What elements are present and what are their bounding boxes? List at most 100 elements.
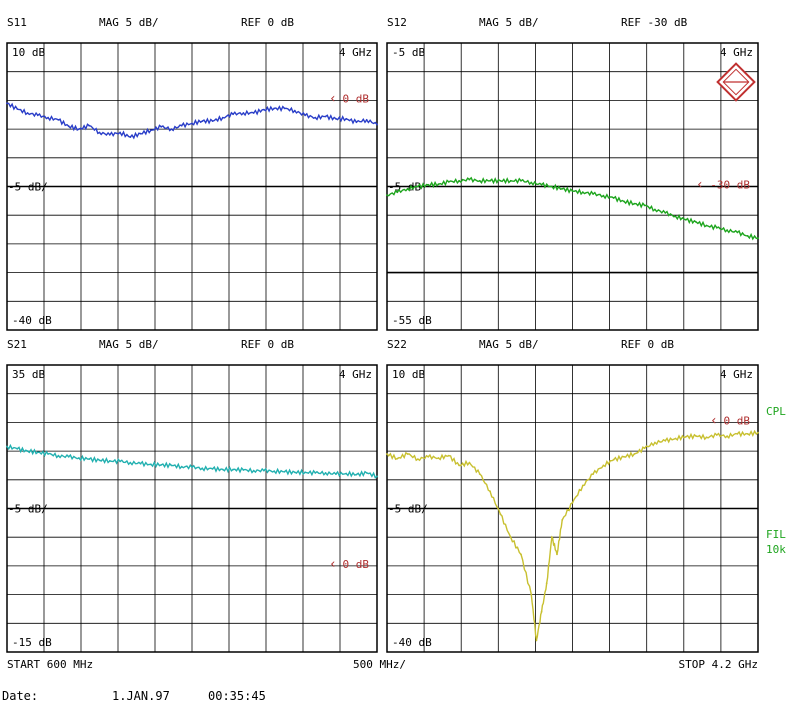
data-point — [458, 179, 460, 182]
ref-label: REF -30 dB — [621, 16, 688, 29]
data-point — [273, 107, 276, 110]
data-point — [612, 458, 615, 461]
data-point — [150, 463, 152, 466]
data-point — [757, 431, 759, 434]
data-point — [674, 437, 677, 440]
data-point — [396, 191, 399, 194]
data-point — [427, 183, 430, 186]
data-point — [386, 453, 388, 455]
ref-marker: ‹ 0 dB — [329, 91, 369, 106]
data-point — [108, 133, 111, 136]
ref-marker: ‹ 0 dB — [710, 413, 750, 428]
data-point — [478, 179, 481, 182]
freq-label: 4 GHz — [339, 46, 372, 59]
data-point — [654, 208, 656, 211]
data-point — [221, 468, 224, 471]
footer-start: START 600 MHz — [7, 658, 93, 671]
data-point — [396, 457, 399, 460]
data-point — [119, 460, 121, 463]
data-point — [273, 470, 276, 473]
data-point — [468, 461, 471, 464]
data-point — [232, 468, 235, 471]
data-point — [252, 112, 255, 114]
data-point — [263, 469, 265, 472]
ref-marker: ‹ 0 dB — [329, 557, 369, 572]
ref-marker-arrow: ‹ — [329, 557, 337, 572]
data-point — [314, 116, 317, 119]
data-point — [57, 119, 60, 121]
data-point — [736, 231, 739, 234]
data-point — [150, 129, 152, 132]
data-point — [437, 457, 440, 459]
data-point — [88, 458, 91, 460]
param-label: S12 — [387, 16, 407, 29]
data-point — [57, 454, 60, 457]
data-point — [746, 235, 749, 237]
data-point — [119, 131, 121, 134]
data-point — [170, 464, 173, 467]
data-point — [324, 115, 327, 118]
cpl-label: CPL — [766, 405, 786, 418]
data-point — [447, 454, 450, 457]
data-point — [232, 113, 235, 116]
data-point — [715, 226, 718, 229]
data-point — [406, 453, 409, 455]
data-point — [509, 536, 512, 539]
data-point — [242, 469, 245, 471]
data-point — [191, 122, 193, 125]
data-point — [623, 200, 625, 203]
data-point — [252, 469, 255, 472]
data-point — [746, 433, 749, 435]
data-point — [376, 475, 378, 478]
time-value: 00:35:45 — [208, 689, 266, 703]
data-point — [726, 229, 728, 232]
data-point — [417, 185, 419, 188]
data-point — [129, 136, 132, 139]
data-point — [365, 472, 368, 474]
panel-s11: S11 MAG 5 dB/REF 0 dB 10 dB -5 dB/ -40 dB 4 G… — [6, 16, 378, 331]
data-point — [695, 221, 698, 224]
footer-stop: STOP 4.2 GHz — [679, 658, 758, 671]
bottom-scale-label: -55 dB — [392, 314, 432, 327]
data-point — [36, 114, 39, 117]
data-point — [78, 128, 80, 131]
data-point — [365, 119, 368, 121]
data-point — [685, 218, 687, 221]
data-point — [355, 121, 358, 124]
data-point — [108, 460, 111, 462]
data-point — [6, 102, 8, 105]
data-point — [674, 215, 677, 218]
data-point — [335, 117, 337, 120]
freq-label: 4 GHz — [720, 368, 753, 381]
ref-marker: ‹ -30 dB — [696, 178, 750, 193]
data-point — [160, 125, 163, 128]
data-point — [736, 433, 739, 435]
data-point — [530, 593, 533, 596]
data-point — [386, 194, 388, 197]
data-point — [561, 187, 564, 190]
data-point — [283, 470, 286, 473]
param-label: S21 — [7, 338, 27, 351]
ref-label: REF 0 dB — [621, 338, 674, 351]
data-point — [98, 459, 101, 462]
data-point — [221, 116, 224, 119]
mid-scale-label: -5 dB/ — [8, 181, 48, 194]
data-point — [201, 467, 204, 470]
bottom-scale-label: -40 dB — [392, 636, 432, 649]
data-point — [293, 471, 296, 474]
data-point — [324, 472, 327, 474]
ref-label: REF 0 dB — [241, 16, 294, 29]
data-point — [705, 436, 708, 439]
data-point — [427, 455, 430, 458]
data-point — [643, 204, 646, 207]
data-point — [26, 450, 29, 452]
data-point — [633, 453, 636, 455]
data-point — [67, 455, 70, 458]
data-point — [180, 465, 183, 468]
ref-marker-label: 0 dB — [343, 92, 370, 105]
data-point — [715, 434, 718, 436]
bottom-scale-label: -15 dB — [12, 636, 52, 649]
data-point — [530, 181, 533, 184]
data-point — [540, 610, 543, 613]
data-point — [16, 447, 19, 450]
